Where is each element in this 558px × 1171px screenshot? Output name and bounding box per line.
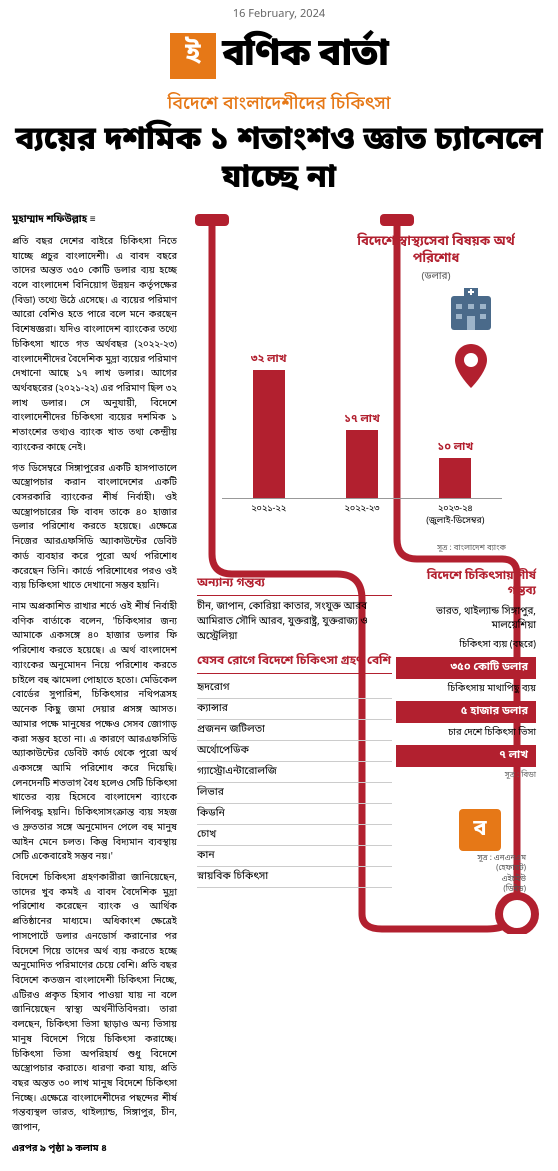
continuation: এরপর ৯ পৃষ্ঠা ৯ কলাম ৪ [12,1142,177,1157]
para-2: গত ডিসেম্বরে সিঙ্গাপুরের একটি হাসপাতালে … [12,462,177,594]
brand-name: বণিক বার্তা [222,30,388,81]
chart-source: সূত্র : বাংলাদেশ ব্যাংক [437,544,506,554]
stat-sub-1: চিকিৎসায় মাথাপিছু ব্যয় [396,682,536,695]
footer-logo-icon: ব [459,809,501,851]
disease-item: হৃদরোগ [197,678,392,699]
other-destinations-text: চীন, জাপান, কোরিয়া কাতার, সংযুক্ত আরব আ… [197,600,392,645]
logo-icon: ই [170,33,216,79]
disease-item: চোখ [197,825,392,846]
bar-value-label: ১৭ লাখ [344,413,380,427]
bar [253,370,285,498]
footer-source: সূত্র : এনএনএম (হেফারট) এইচইউ (ডিইড) [477,854,526,896]
para-4: বিদেশে চিকিৎসা গ্রহণকারীরা জানিয়েছেন, ত… [12,871,177,1136]
disease-item: ক্যান্সার [197,699,392,720]
bar-x-label: ২০২৩-২৪ (জুলাই-ডিসেম্বর) [420,503,490,527]
disease-item: গ্যাস্ট্রোএন্টারোলজি [197,762,392,783]
top-destinations-title: বিদেশে চিকিৎসায় শীর্ষ গন্তব্য [396,569,536,600]
stat-sub-2: চার দেশে চিকিৎসা ভিসা [396,726,536,739]
diseases-title: যেসব রোগে বিদেশে চিকিৎসা গ্রহণ বেশি [197,653,392,669]
bar-group: ১০ লাখ [420,441,490,498]
bar-value-label: ৩২ লাখ [251,353,287,367]
byline: মুহাম্মাদ শফিউল্লাহ [12,214,177,227]
stat-band-1: ৩৫০ কোটি ডলার [396,657,536,679]
hospital-icon [446,284,496,334]
expense-label: চিকিৎসা ব্যয় (বছরে) [396,638,536,651]
stats-box: বিদেশে চিকিৎসায় শীর্ষ গন্তব্য ভারত, থাই… [396,569,536,781]
bar-group: ৩২ লাখ [234,353,304,498]
bar-value-label: ১০ লাখ [438,441,474,455]
para-3: নাম অপ্রকাশিত রাখার শর্তে ওই শীর্ষ নির্ব… [12,600,177,865]
disease-item: কান [197,846,392,867]
body-text: প্রতি বছর দেশের বাইরে চিকিৎসা নিতে যাচ্ছ… [12,235,177,1157]
kicker: বিদেশে বাংলাদেশীদের চিকিৎসা [12,93,546,117]
divider [197,673,392,674]
stats-source: সূত্র : বিডা [396,771,536,781]
stat-band-2: ৫ হাজার ডলার [396,701,536,723]
bar-chart: ৩২ লাখ১৭ লাখ১০ লাখ ২০২১-২২২০২২-২৩২০২৩-২৪… [222,359,502,534]
bar [346,430,378,498]
divider [197,595,392,596]
diseases-list: হৃদরোগক্যান্সারপ্রজনন জটিলতাঅর্থোপেডিকগ্… [197,678,392,888]
chart-unit: (ডলার) [421,271,450,284]
disease-item: লিভার [197,783,392,804]
bar-x-label: ২০২১-২২ [234,503,304,527]
chart-title: বিদেশে স্বাস্থ্যসেবা বিষয়ক অর্থ পরিশোধ … [356,234,516,285]
bar [439,458,471,498]
masthead: ই বণিক বার্তা [12,30,546,81]
disease-item: স্নায়বিক চিকিৎসা [197,867,392,888]
other-destinations-title: অন্যান্য গন্তব্য [197,575,392,591]
top-destinations-text: ভারত, থাইল্যান্ড সিঙ্গাপুর, মালয়েশিয়া [396,606,536,634]
bar-x-label: ২০২২-২৩ [327,503,397,527]
disease-item: প্রজনন জটিলতা [197,720,392,741]
para-1: প্রতি বছর দেশের বাইরে চিকিৎসা নিতে যাচ্ছ… [12,235,177,456]
disease-item: কিডনি [197,804,392,825]
infographic-area: বিদেশে স্বাস্থ্যসেবা বিষয়ক অর্থ পরিশোধ … [187,214,546,934]
publication-date: 16 February, 2024 [12,8,546,22]
stat-band-3: ৭ লাখ [396,745,536,767]
bar-group: ১৭ লাখ [327,413,397,498]
disease-item: অর্থোপেডিক [197,741,392,762]
headline: ব্যয়ের দশমিক ১ শতাংশও জ্ঞাত চ্যানেলে যা… [12,123,546,200]
